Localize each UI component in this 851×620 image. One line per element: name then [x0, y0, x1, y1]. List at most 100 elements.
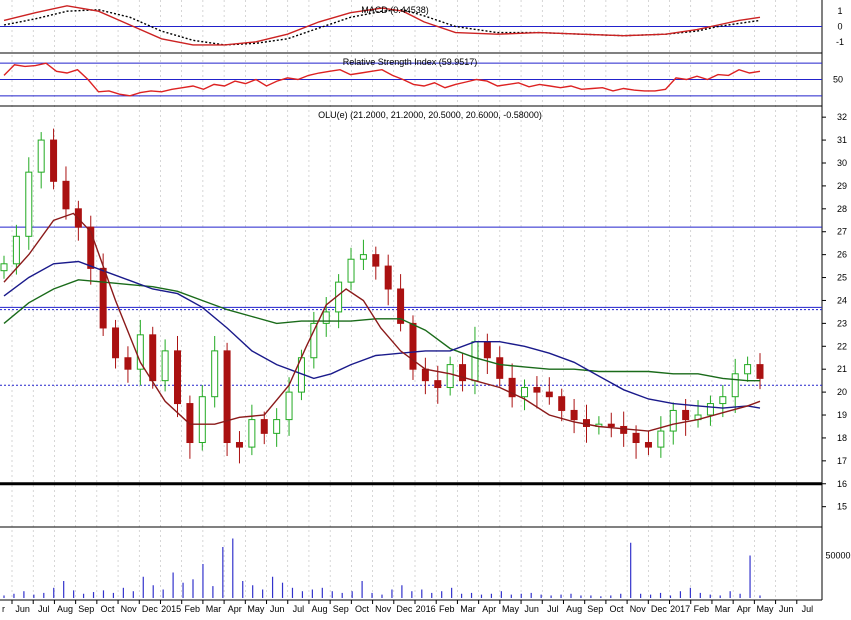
candle-body [706, 403, 714, 416]
candle-body [521, 387, 529, 398]
candle-body [310, 322, 318, 359]
x-tick-label: Feb [185, 604, 201, 614]
macd-panel: 1 0 -1 [0, 5, 844, 47]
candle-body [161, 350, 169, 382]
candle-body [545, 391, 553, 398]
x-tick-label: Nov [630, 604, 647, 614]
candle-body [644, 442, 652, 448]
x-tick-label: Aug [57, 604, 73, 614]
price-y-tick-label: 22 [837, 341, 847, 351]
macd-y-tick-label: 0 [837, 22, 842, 32]
candle-body [533, 387, 541, 393]
candle-body [37, 139, 45, 173]
price-y-tick-label: 24 [837, 295, 847, 305]
candle-body [582, 419, 590, 427]
x-tick-label: Jul [802, 604, 814, 614]
x-tick-label: Jun [15, 604, 30, 614]
x-tick-label: Jul [547, 604, 559, 614]
macd-y-tick-label: 1 [837, 6, 842, 16]
x-tick-label-leading: r [2, 604, 5, 614]
price-y-tick-label: 21 [837, 364, 847, 374]
candle-body [112, 327, 120, 359]
candle-body [223, 350, 231, 444]
candle-body [607, 423, 615, 427]
candle-body [570, 409, 578, 421]
price-y-tick-label: 29 [837, 181, 847, 191]
x-tick-label: Aug [312, 604, 328, 614]
x-tick-label: Mar [206, 604, 222, 614]
rsi-y-tick-label: 50 [833, 75, 843, 85]
x-tick-label: Mar [715, 604, 731, 614]
x-tick-label: Oct [609, 604, 624, 614]
x-tick-label: Dec [142, 604, 159, 614]
candle-body [682, 409, 690, 421]
x-tick-label: Jun [524, 604, 539, 614]
rsi-title: Relative Strength Index (59.9517) [343, 57, 478, 67]
candle-body [496, 357, 504, 379]
x-axis: r Jun Jul Aug Sep Oct Nov Dec 2015 Feb Mar Apr May Ju… [2, 600, 813, 614]
candle-body [248, 419, 256, 448]
candle-body [620, 425, 628, 434]
price-y-tick-label: 32 [837, 112, 847, 122]
x-tick-label: Nov [121, 604, 138, 614]
candle-body [347, 258, 355, 283]
candle-body [198, 396, 206, 444]
moving-average-mid [3, 260, 761, 409]
x-tick-label: Jun [779, 604, 794, 614]
x-tick-label: Oct [100, 604, 115, 614]
x-tick-label: Jul [293, 604, 305, 614]
candle-body [359, 254, 367, 260]
candle-body [384, 265, 392, 290]
rsi-line [3, 62, 761, 97]
candle-body [87, 226, 95, 269]
x-tick-label: Apr [737, 604, 751, 614]
candle-body [397, 288, 405, 324]
candle-body [62, 180, 70, 210]
price-y-tick-label: 18 [837, 433, 847, 443]
macd-line [3, 5, 761, 46]
x-tick-label: Sep [78, 604, 94, 614]
x-tick-label: Sep [333, 604, 349, 614]
x-tick-label: Apr [228, 604, 242, 614]
x-tick-label: 2017 [670, 604, 690, 614]
candle-body [719, 396, 727, 405]
macd-title: MACD (0.44538) [361, 5, 429, 15]
moving-average-short [3, 212, 761, 432]
candle-body [124, 357, 132, 370]
candle-body [235, 442, 243, 448]
candle-body [12, 235, 20, 265]
candle-body [483, 341, 491, 359]
candle-body [50, 139, 58, 182]
candle-body [657, 430, 665, 448]
vertical-gridlines [11, 0, 798, 600]
candle-body [632, 432, 640, 444]
candle-body [285, 391, 293, 421]
candle-body [756, 364, 764, 379]
candle-body [446, 364, 454, 389]
candle-body [372, 254, 380, 267]
price-y-tick-label: 15 [837, 502, 847, 512]
candle-body [471, 341, 479, 382]
moving-average-long [3, 279, 760, 382]
candle-body [421, 368, 429, 382]
price-panel: 32 31 30 29 28 27 26 25 24 23 22 21 20 19 18 17 16 15 [0, 112, 847, 512]
x-tick-label: Dec [651, 604, 668, 614]
candle-body [273, 419, 281, 434]
price-y-tick-label: 31 [837, 135, 847, 145]
price-y-tick-label: 25 [837, 273, 847, 283]
x-tick-label: Sep [587, 604, 603, 614]
price-y-tick-label: 26 [837, 250, 847, 260]
price-y-tick-label: 19 [837, 410, 847, 420]
rsi-panel: 50 [0, 62, 843, 97]
candle-body [322, 311, 330, 324]
candle-body [25, 171, 33, 237]
candle-body [459, 364, 467, 382]
candle-body [409, 322, 417, 370]
candle-body [174, 350, 182, 405]
x-tick-label: Aug [566, 604, 582, 614]
x-tick-label: Feb [439, 604, 455, 614]
x-tick-label: May [756, 604, 774, 614]
x-tick-label: 2016 [416, 604, 436, 614]
candle-body [744, 364, 752, 375]
price-y-tick-label: 23 [837, 318, 847, 328]
